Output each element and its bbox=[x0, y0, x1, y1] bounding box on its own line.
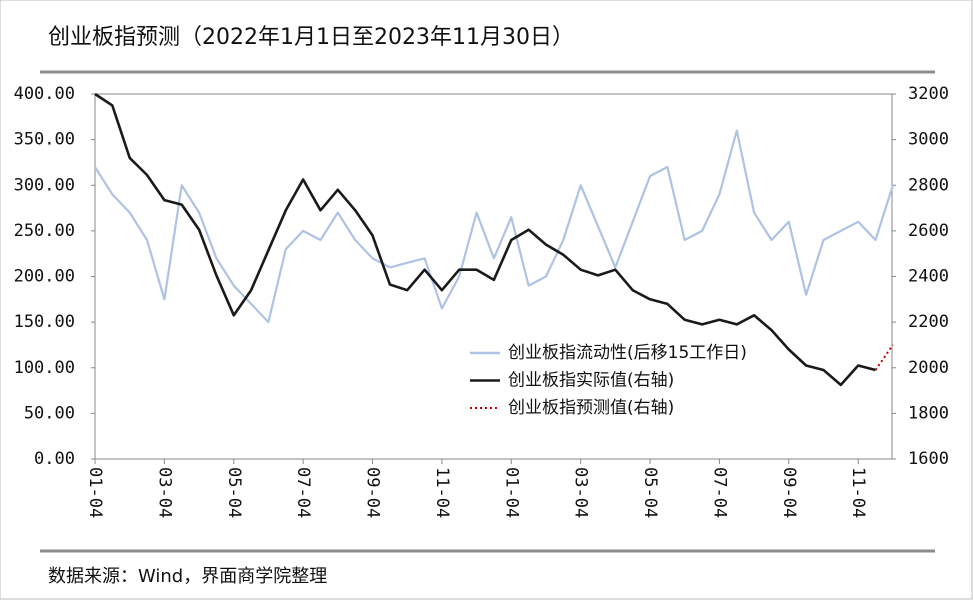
plot-area bbox=[94, 93, 893, 460]
y2-tick-label: 3200 bbox=[908, 84, 949, 104]
legend-label: 创业板指流动性(后移15工作日) bbox=[508, 343, 747, 363]
x-tick-label: 01-04 bbox=[501, 467, 521, 518]
y2-tick-label: 2000 bbox=[908, 358, 949, 378]
y2-tick-label: 2800 bbox=[908, 175, 949, 195]
y-tick-label: 400.00 bbox=[14, 84, 75, 104]
y-tick-label: 350.00 bbox=[14, 130, 75, 150]
series-line bbox=[94, 129, 894, 324]
y-tick-label: 200.00 bbox=[14, 267, 75, 287]
series-line bbox=[874, 344, 894, 371]
y-tick-label: 0.00 bbox=[34, 449, 75, 469]
y-tick-label: 100.00 bbox=[14, 358, 75, 378]
y2-tick-label: 3000 bbox=[908, 130, 949, 150]
series-line bbox=[94, 92, 876, 387]
y-tick-label: 250.00 bbox=[14, 221, 75, 241]
y2-tick-label: 2200 bbox=[908, 312, 949, 332]
x-tick-label: 03-04 bbox=[154, 467, 174, 518]
x-tick-label: 11-04 bbox=[848, 467, 868, 518]
x-tick-label: 07-04 bbox=[293, 467, 313, 518]
legend-label: 创业板指实际值(右轴) bbox=[508, 371, 674, 391]
x-tick-label: 05-04 bbox=[640, 467, 660, 518]
x-tick-label: 09-04 bbox=[363, 467, 383, 518]
y2-tick-label: 2600 bbox=[908, 221, 949, 241]
y-tick-label: 50.00 bbox=[24, 403, 75, 423]
y-tick-label: 150.00 bbox=[14, 312, 75, 332]
x-tick-label: 11-04 bbox=[432, 467, 452, 518]
y2-tick-label: 1800 bbox=[908, 403, 949, 423]
legend-label: 创业板指预测值(右轴) bbox=[508, 398, 674, 418]
x-tick-label: 05-04 bbox=[224, 467, 244, 518]
y2-tick-label: 1600 bbox=[908, 449, 949, 469]
x-tick-label: 03-04 bbox=[571, 467, 591, 518]
y-tick-label: 300.00 bbox=[14, 175, 75, 195]
x-tick-label: 09-04 bbox=[779, 467, 799, 518]
x-tick-label: 07-04 bbox=[709, 467, 729, 518]
y2-tick-label: 2400 bbox=[908, 267, 949, 287]
source: 数据来源：Wind，界面商学院整理 bbox=[48, 566, 327, 587]
chart-title: 创业板指预测（2022年1月1日至2023年11月30日） bbox=[48, 25, 574, 50]
x-tick-label: 01-04 bbox=[85, 467, 105, 518]
